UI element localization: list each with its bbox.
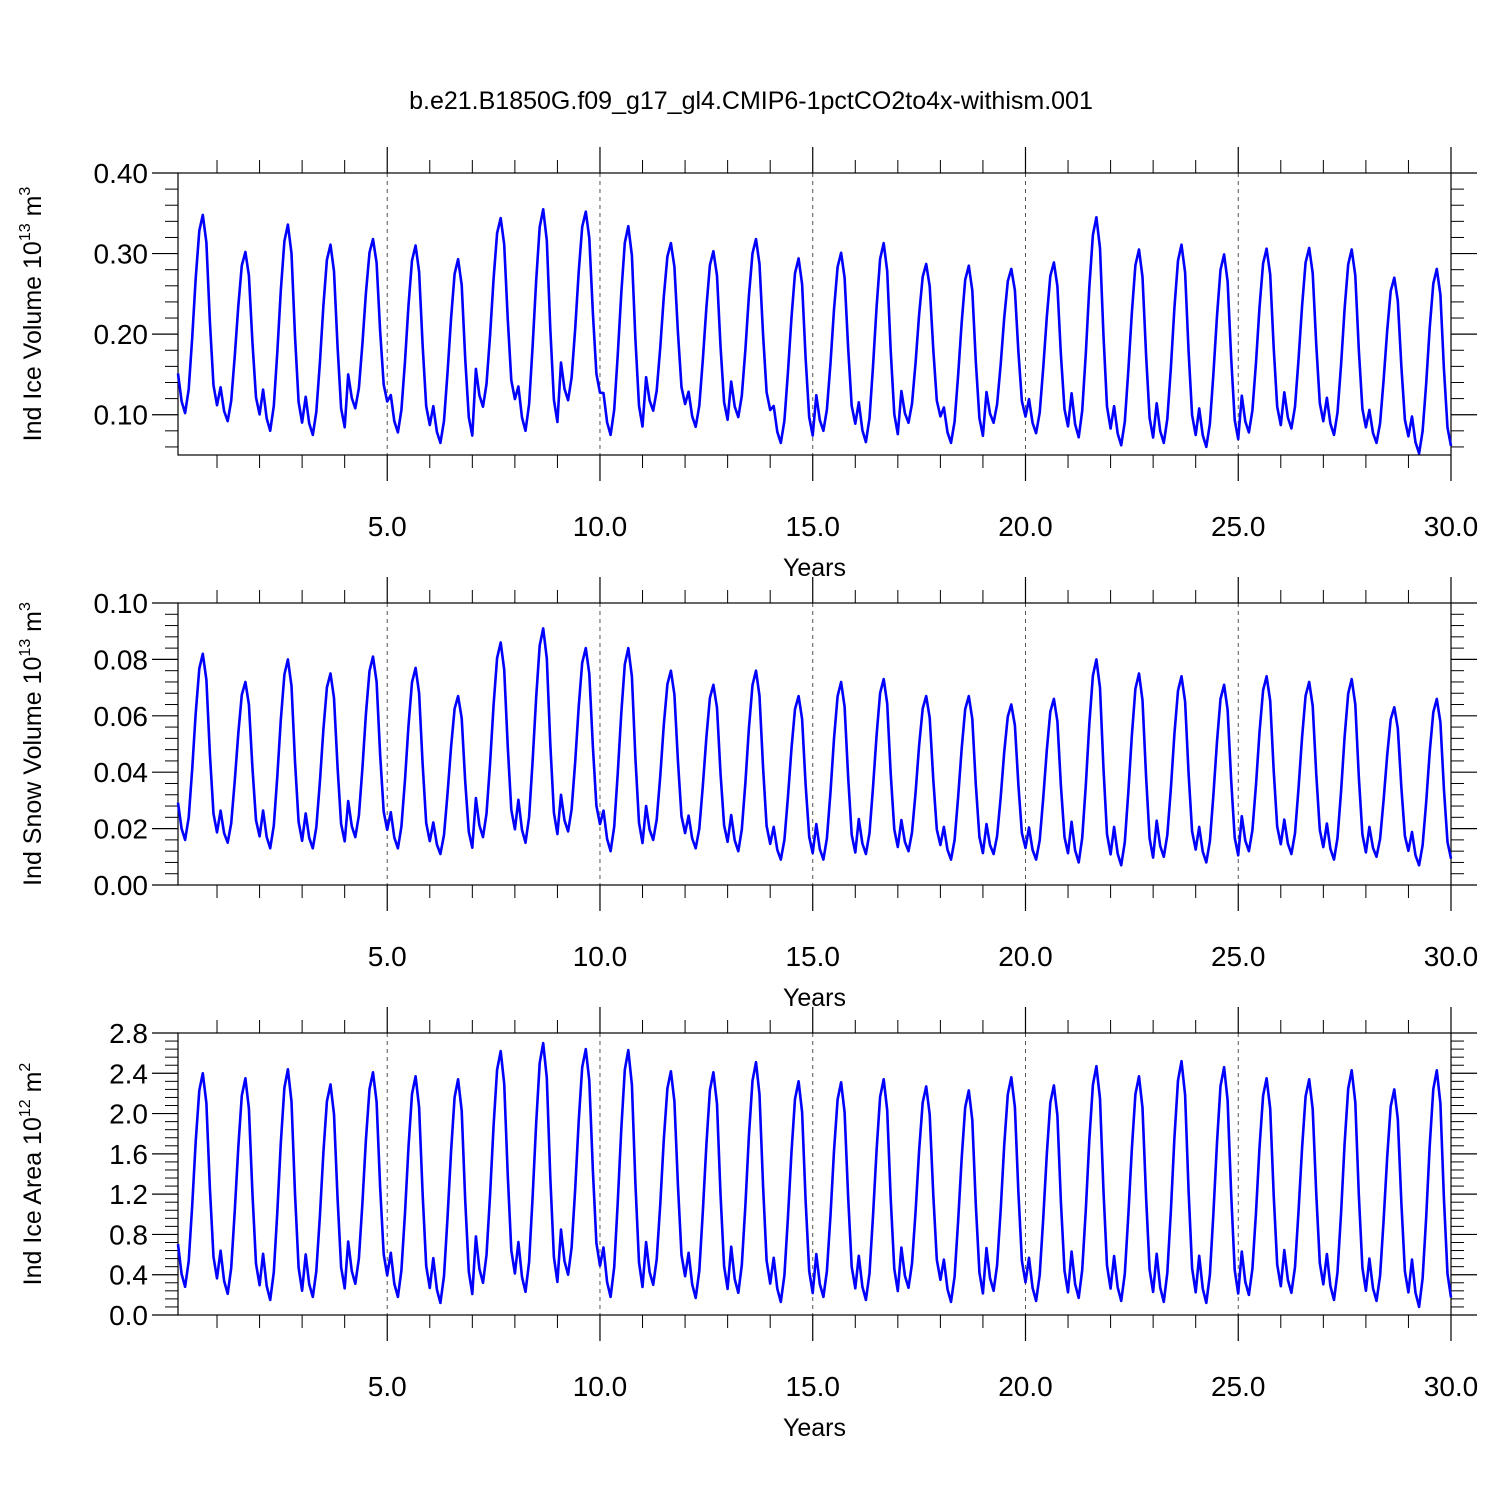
x-tick-label: 10.0 (573, 511, 628, 542)
y-tick-label: 1.2 (109, 1179, 148, 1210)
panel-1: 0.10 0.20 0.30 0.40 5.0 10.0 15.0 20.0 25.0 30.0 Y… (17, 147, 1478, 582)
x-tick-label: 20.0 (998, 511, 1053, 542)
y-tick-label: 0.4 (109, 1260, 148, 1291)
y-tick-label: 0.8 (109, 1219, 148, 1250)
x-axis-label: Years (783, 1414, 846, 1442)
series-line (176, 627, 1453, 867)
x-axis-label: Years (783, 984, 846, 1012)
panel-3: 0.0 0.4 0.8 1.2 1.6 2.0 2.4 2.8 5.0 10.0 15.0 20.0 2… (17, 1007, 1478, 1442)
x-tick-label: 10.0 (573, 941, 628, 972)
y-axis-label: Ind Ice Volume 1013 m3 (17, 187, 47, 442)
chart-panels: 0.10 0.20 0.30 0.40 5.0 10.0 15.0 20.0 25.0 30.0 Y… (17, 147, 1478, 1442)
y-tick-label: 0.02 (94, 814, 149, 845)
y-tick-label: 1.6 (109, 1139, 148, 1170)
x-tick-label: 5.0 (368, 941, 407, 972)
y-tick-label: 0.0 (109, 1300, 148, 1331)
y-tick-label: 2.8 (109, 1018, 148, 1049)
y-tick-label: 2.0 (109, 1099, 148, 1130)
series-line (176, 1041, 1453, 1309)
x-tick-label: 15.0 (785, 1371, 840, 1402)
x-tick-label: 30.0 (1424, 511, 1479, 542)
x-tick-label: 10.0 (573, 1371, 628, 1402)
chart-title: b.e21.B1850G.f09_g17_gl4.CMIP6-1pctCO2to… (409, 87, 1093, 115)
y-tick-label: 0.20 (94, 319, 149, 350)
x-tick-label: 15.0 (785, 941, 840, 972)
y-axis-label: Ind Ice Area 1012 m2 (17, 1063, 47, 1286)
x-tick-label: 15.0 (785, 511, 840, 542)
y-tick-label: 0.04 (94, 757, 149, 788)
x-tick-label: 20.0 (998, 1371, 1053, 1402)
plot-frame (177, 602, 1452, 886)
x-tick-label: 30.0 (1424, 1371, 1479, 1402)
y-tick-label: 0.10 (94, 400, 149, 431)
x-tick-label: 5.0 (368, 1371, 407, 1402)
x-tick-label: 25.0 (1211, 941, 1266, 972)
panel-2: 0.00 0.02 0.04 0.06 0.08 0.10 5.0 10.0 15.0 20.0 2… (17, 577, 1478, 1012)
y-tick-label: 0.08 (94, 644, 149, 675)
y-tick-label: 0.06 (94, 701, 149, 732)
x-tick-label: 25.0 (1211, 511, 1266, 542)
plot-frame (177, 172, 1452, 456)
y-tick-label: 0.10 (94, 588, 149, 619)
x-tick-label: 5.0 (368, 511, 407, 542)
y-tick-label: 0.40 (94, 158, 149, 189)
y-axis-label: Ind Snow Volume 1013 m3 (17, 602, 47, 886)
x-tick-label: 25.0 (1211, 1371, 1266, 1402)
x-tick-label: 30.0 (1424, 941, 1479, 972)
y-tick-label: 0.00 (94, 870, 149, 901)
y-tick-label: 0.30 (94, 239, 149, 270)
x-tick-label: 20.0 (998, 941, 1053, 972)
x-axis-label: Years (783, 554, 846, 582)
y-tick-label: 2.4 (109, 1058, 148, 1089)
plot-frame (177, 1032, 1452, 1316)
series-line (176, 208, 1453, 455)
